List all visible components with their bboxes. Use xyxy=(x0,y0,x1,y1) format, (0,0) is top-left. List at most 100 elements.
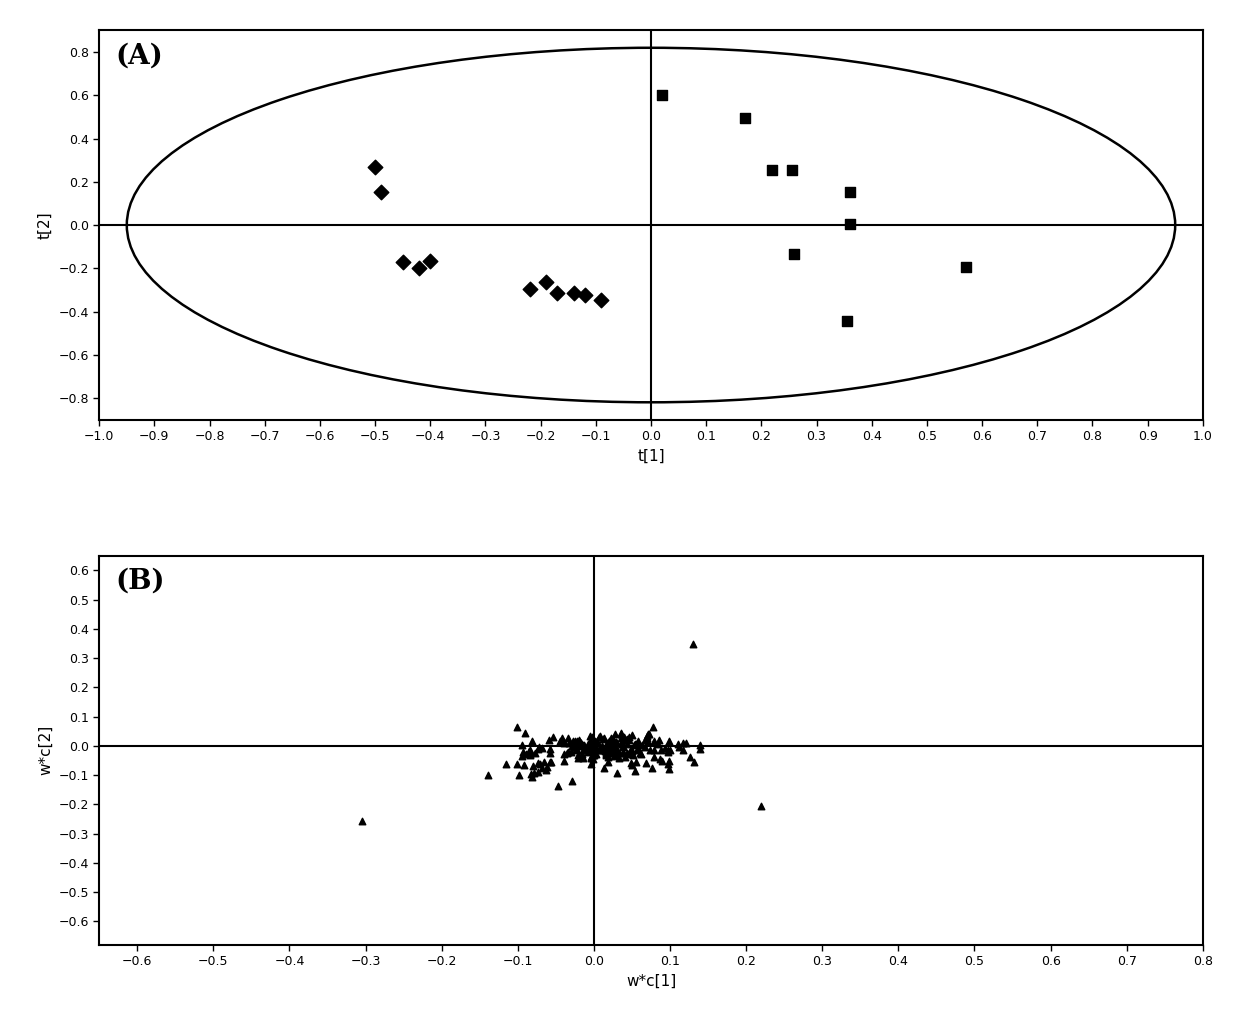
Point xyxy=(557,745,577,761)
Point xyxy=(528,755,548,771)
Point xyxy=(611,736,631,752)
Point xyxy=(523,758,543,774)
Point xyxy=(534,754,554,770)
Point xyxy=(573,737,593,753)
Point xyxy=(614,728,634,745)
Point xyxy=(513,744,533,760)
Point xyxy=(539,754,559,770)
Point xyxy=(541,741,560,757)
Point xyxy=(532,760,552,776)
Point xyxy=(594,760,614,776)
Point xyxy=(626,754,646,770)
Point xyxy=(525,765,544,781)
Point xyxy=(601,741,621,757)
Point xyxy=(600,738,620,754)
Point xyxy=(611,729,631,746)
Point xyxy=(529,739,549,755)
Point xyxy=(420,253,440,269)
Point xyxy=(594,729,614,746)
Point xyxy=(574,737,594,753)
Point xyxy=(582,729,601,746)
Point xyxy=(558,744,578,760)
Point xyxy=(839,215,859,232)
Point xyxy=(691,742,711,758)
Point xyxy=(614,738,634,754)
Point xyxy=(573,743,593,759)
Point xyxy=(622,726,642,743)
Point xyxy=(584,737,604,753)
Point xyxy=(543,728,563,745)
Point xyxy=(621,757,641,773)
Point xyxy=(596,743,616,759)
Point xyxy=(587,733,606,749)
Point xyxy=(352,813,372,829)
Point xyxy=(591,292,611,308)
Point xyxy=(600,744,620,760)
Point xyxy=(614,744,634,760)
Point xyxy=(683,635,703,651)
Point xyxy=(585,741,605,757)
Point xyxy=(652,87,672,104)
Point xyxy=(583,751,603,767)
Point xyxy=(568,742,588,758)
Point xyxy=(531,756,551,772)
Y-axis label: w*c[2]: w*c[2] xyxy=(37,725,53,775)
Point xyxy=(956,259,976,275)
Point xyxy=(604,744,624,760)
Point xyxy=(606,744,626,760)
Point xyxy=(598,749,618,765)
Point xyxy=(751,798,771,814)
Point xyxy=(570,734,590,750)
Point xyxy=(639,725,658,742)
Point xyxy=(565,737,585,753)
Point xyxy=(625,738,645,754)
Point xyxy=(565,734,585,750)
Point xyxy=(541,754,560,770)
Point xyxy=(660,761,680,777)
Point xyxy=(641,760,661,776)
Point xyxy=(568,750,588,766)
Point xyxy=(619,728,639,745)
Point xyxy=(615,749,635,765)
Point xyxy=(616,733,636,749)
Point xyxy=(839,184,859,200)
Point xyxy=(558,731,578,747)
Point xyxy=(603,738,622,754)
Point xyxy=(609,750,629,766)
Point xyxy=(600,741,620,757)
Point xyxy=(660,742,680,758)
Point xyxy=(632,737,652,753)
Point xyxy=(554,753,574,769)
Point xyxy=(393,254,413,270)
Point xyxy=(619,746,639,762)
Point xyxy=(673,742,693,758)
Point xyxy=(587,747,606,763)
Point xyxy=(565,739,585,755)
Point xyxy=(595,743,615,759)
Point xyxy=(526,745,546,761)
Point xyxy=(608,744,627,760)
Point xyxy=(572,748,591,764)
Point xyxy=(510,766,529,782)
Point xyxy=(479,766,498,782)
Point xyxy=(629,740,649,756)
Point xyxy=(621,755,641,771)
Point xyxy=(605,726,625,743)
Point xyxy=(541,745,560,761)
Point xyxy=(520,746,539,762)
Point xyxy=(606,743,626,759)
Point xyxy=(548,777,568,793)
Point xyxy=(645,733,665,749)
Point xyxy=(627,733,647,749)
Point xyxy=(569,733,589,749)
Point xyxy=(644,749,663,765)
Point xyxy=(520,280,539,297)
Point xyxy=(635,732,655,748)
Point xyxy=(593,742,613,758)
Point xyxy=(536,274,556,291)
Point xyxy=(622,748,642,764)
Point xyxy=(589,742,609,758)
Point xyxy=(652,753,672,769)
Point xyxy=(642,718,662,735)
Point xyxy=(599,733,619,749)
